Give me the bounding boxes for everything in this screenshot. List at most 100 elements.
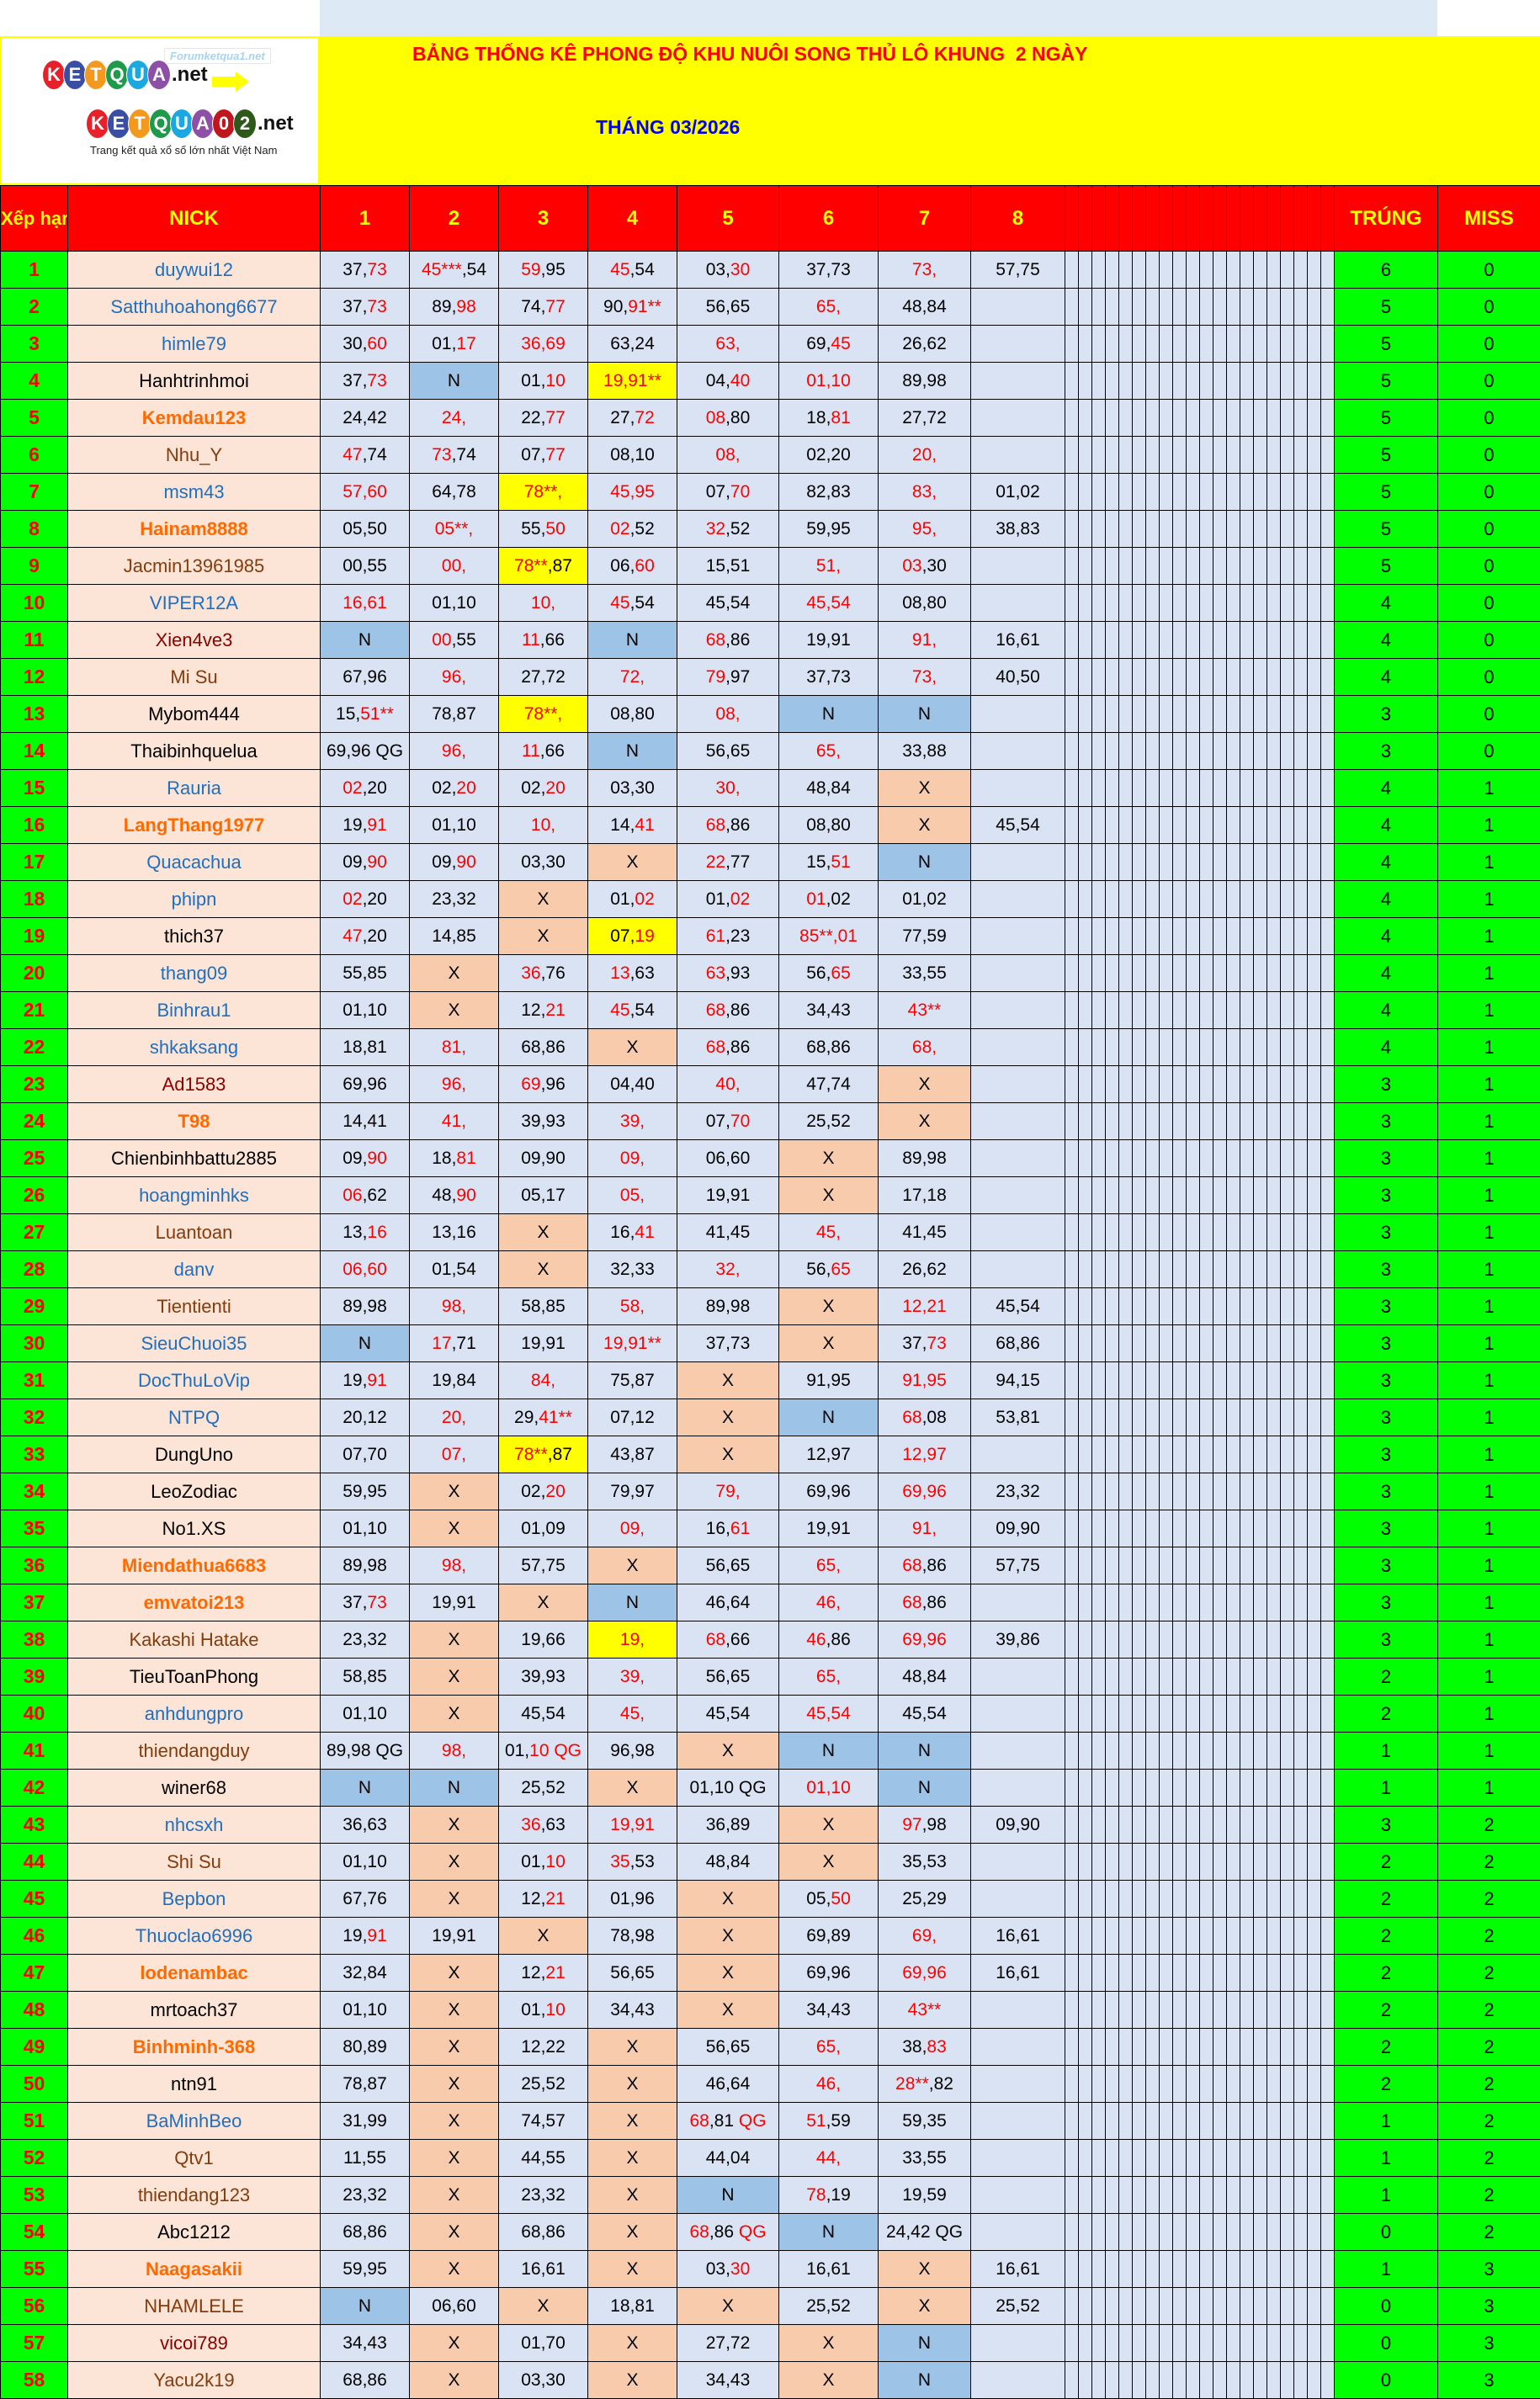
blank-cell [1267,695,1281,733]
table-row[interactable]: 8 Hainam8888 05,50 05**, 55,50 02,52 32,52 59,9… [0,510,1540,548]
blank-cell [1091,2102,1106,2140]
hit-number: 10, [530,815,556,835]
table-row[interactable]: 51 BaMinhBeo 31,99 X 74,57 X 68,81 QG 51,59 59,3… [0,2102,1540,2140]
hit-count: 1 [1334,2102,1438,2140]
table-row[interactable]: 18 phipn 02,20 23,32 X 01,02 01,02 01,02 01,02 4 1 [0,880,1540,918]
blank-cell [1172,251,1187,289]
table-row[interactable]: 28 danv 06,60 01,54 X 32,33 32, 56,65 26,62 3 1 [0,1250,1540,1288]
blank-cell [1253,621,1267,659]
table-row[interactable]: 35 No1.XS 01,10 X 01,09 09, 16,61 19,91 91, 09,90… [0,1510,1540,1547]
number: N [358,629,372,650]
table-row[interactable]: 17 Quacachua 09,90 09,90 03,30 X 22,77 15,51 N 4 1 [0,843,1540,881]
table-row[interactable]: 25 Chienbinhbattu2885 09,90 18,81 09,90 09, 06… [0,1139,1540,1177]
number: 48,84 [705,1851,751,1871]
table-row[interactable]: 2 Satthuhoahong6677 37,73 89,98 74,77 90,91**… [0,288,1540,326]
table-row[interactable]: 49 Binhminh-368 80,89 X 12,22 X 56,65 65, 38,83 2… [0,2028,1540,2066]
table-row[interactable]: 10 VIPER12A 16,61 01,10 10, 45,54 45,54 45,54 08… [0,584,1540,622]
table-row[interactable]: 53 thiendang123 23,32 X 23,32 X N 78,19 19,59 1 2 [0,2176,1540,2214]
hit-number: 73 [432,444,452,464]
nick-cell: nhcsxh [67,1806,321,1844]
table-row[interactable]: 9 Jacmin13961985 00,55 00, 78**,87 06,60 15,51… [0,547,1540,585]
table-row[interactable]: 23 Ad1583 69,96 96, 69,96 04,40 40, 47,74 X 3 1 [0,1065,1540,1103]
table-row[interactable]: 54 Abc1212 68,86 X 68,86 X 68,86 QG N 24,42 QG 0 2 [0,2213,1540,2251]
blank-cell [1065,732,1079,770]
table-row[interactable]: 22 shkaksang 18,81 81, 68,86 X 68,86 68,86 68, 4 1 [0,1028,1540,1066]
day-cell: N [409,1769,499,1807]
table-row[interactable]: 55 Naagasakii 59,95 X 16,61 X 03,30 16,61 X 16,61… [0,2250,1540,2288]
day-cell: 51,59 [778,2102,879,2140]
table-row[interactable]: 38 Kakashi Hatake 23,32 X 19,66 19, 68,66 46,86… [0,1621,1540,1659]
table-row[interactable]: 46 Thuoclao6996 19,91 19,91 X 78,98 X 69,89 69, 1… [0,1917,1540,1955]
table-row[interactable]: 34 LeoZodiac 59,95 X 02,20 79,97 79, 69,96 69,96… [0,1473,1540,1510]
table-row[interactable]: 56 NHAMLELE N 06,60 X 18,81 X 25,52 X 25,52 0 3 [0,2287,1540,2325]
blank-cell [1172,1806,1187,1844]
table-row[interactable]: 12 Mi Su 67,96 96, 27,72 72, 79,97 37,73 73, 40,5… [0,658,1540,696]
table-row[interactable]: 27 Luantoan 13,16 13,16 X 16,41 41,45 45, 41,45 3… [0,1213,1540,1251]
table-row[interactable]: 37 emvatoi213 37,73 19,91 X N 46,64 46, 68,86 3 1 [0,1584,1540,1621]
number: X [448,2370,460,2390]
table-row[interactable]: 45 Bepbon 67,76 X 12,21 01,96 X 05,50 25,29 2 2 [0,1880,1540,1918]
table-row[interactable]: 40 anhdungpro 01,10 X 45,54 45, 45,54 45,54 45,5… [0,1695,1540,1733]
table-row[interactable]: 20 thang09 55,85 X 36,76 13,63 63,93 56,65 33,55… [0,954,1540,992]
table-row[interactable]: 32 NTPQ 20,12 20, 29,41** 07,12 X N 68,08 53,81 3 1 [0,1399,1540,1436]
forum-link[interactable]: Forumketqua1.net [164,48,271,64]
table-row[interactable]: 57 vicoi789 34,43 X 01,70 X 27,72 X N 0 3 [0,2324,1540,2362]
table-row[interactable]: 29 Tientienti 89,98 98, 58,85 58, 89,98 X 12,21 4… [0,1287,1540,1325]
day-cell: 37,73 [778,251,879,289]
blank-cell [1213,2213,1227,2251]
day-cell: 48,84 [878,1658,971,1696]
day-cell: 89,98 [878,362,971,400]
table-row[interactable]: 13 Mybom444 15,51** 78,87 78**, 08,80 08, N N 3 0 [0,695,1540,733]
table-row[interactable]: 4 Hanhtrinhmoi 37,73 N 01,10 19,91** 04,40 01,1… [0,362,1540,400]
day-cell [970,1028,1065,1066]
number: 79,97 [610,1481,655,1501]
table-row[interactable]: 19 thich37 47,20 14,85 X 07,19 61,23 85**,01 77,… [0,917,1540,955]
table-row[interactable]: 21 Binhrau1 01,10 X 12,21 45,54 68,86 34,43 43**… [0,991,1540,1029]
day-cell: 15,51 [778,843,879,881]
blank-cell [1132,2213,1146,2251]
table-row[interactable]: 1 duywui12 37,73 45***,54 59,95 45,54 03,30 37,… [0,251,1540,289]
table-row[interactable]: 36 Miendathua6683 89,98 98, 57,75 X 56,65 65, 68… [0,1547,1540,1584]
table-row[interactable]: 26 hoangminhks 06,62 48,90 05,17 05, 19,91 X 17,… [0,1176,1540,1214]
table-row[interactable]: 16 LangThang1977 19,91 01,10 10, 14,41 68,86 08… [0,806,1540,844]
blank-cell [1118,362,1133,400]
hit-number: 68 [705,1629,726,1649]
table-row[interactable]: 14 Thaibinhquelua 69,96 QG 96, 11,66 N 56,65 65… [0,732,1540,770]
blank-cell [1065,769,1079,807]
header-blank [1118,185,1133,252]
table-row[interactable]: 43 nhcsxh 36,63 X 36,63 19,91 36,89 X 97,98 09,90… [0,1806,1540,1844]
blank-cell [1240,1732,1254,1770]
table-row[interactable]: 44 Shi Su 01,10 X 01,10 35,53 48,84 X 35,53 2 2 [0,1843,1540,1881]
rank-cell: 18 [0,880,68,918]
number: ,86 [826,1629,851,1649]
day-cell: X [587,2139,677,2177]
blank-cell [1240,1250,1254,1288]
blank-cell [1132,1102,1146,1140]
table-row[interactable]: 7 msm43 57,60 64,78 78**, 45,95 07,70 82,83 83, 0… [0,473,1540,511]
table-row[interactable]: 30 SieuChuoi35 N 17,71 19,91 19,91** 37,73 X 37,… [0,1324,1540,1362]
table-row[interactable]: 3 himle79 30,60 01,17 36,69 63,24 63, 69,45 26,6… [0,325,1540,363]
table-row[interactable]: 15 Rauria 02,20 02,20 02,20 03,30 30, 48,84 X 4 1 [0,769,1540,807]
table-row[interactable]: 42 winer68 N N 25,52 X 01,10 QG 01,10 N 1 1 [0,1769,1540,1807]
table-row[interactable]: 48 mrtoach37 01,10 X 01,10 34,43 X 34,43 43** 2 2 [0,1991,1540,2029]
table-row[interactable]: 47 lodenambac 32,84 X 12,21 56,65 X 69,96 69,96 1… [0,1954,1540,1992]
header-day-3: 3 [498,185,588,252]
table-row[interactable]: 31 DocThuLoVip 19,91 19,84 84, 75,87 X 91,95 91,… [0,1361,1540,1399]
blank-cell [1065,1361,1079,1399]
table-row[interactable]: 39 TieuToanPhong 58,85 X 39,93 39, 56,65 65, 48,… [0,1658,1540,1696]
blank-cell [1307,1213,1321,1251]
blank-cell [1199,2065,1213,2103]
table-row[interactable]: 58 Yacu2k19 68,86 X 03,30 X 34,43 X N 0 3 [0,2361,1540,2399]
table-row[interactable]: 50 ntn91 78,87 X 25,52 X 46,64 46, 28**,82 2 2 [0,2065,1540,2103]
table-row[interactable]: 52 Qtv1 11,55 X 44,55 X 44,04 44, 33,55 1 2 [0,2139,1540,2177]
table-row[interactable]: 11 Xien4ve3 N 00,55 11,66 N 68,86 19,91 91, 16,61… [0,621,1540,659]
blank-cell [1267,1917,1281,1955]
table-row[interactable]: 41 thiendangduy 89,98 QG 98, 01,10 QG 96,98 X N… [0,1732,1540,1770]
table-row[interactable]: 24 T98 14,41 41, 39,93 39, 07,70 25,52 X 3 1 [0,1102,1540,1140]
table-row[interactable]: 33 DungUno 07,70 07, 78**,87 43,87 X 12,97 12,97… [0,1436,1540,1473]
number: X [537,1222,550,1242]
table-row[interactable]: 6 Nhu_Y 47,74 73,74 07,77 08,10 08, 02,20 20, 5 0 [0,436,1540,474]
blank-cell [1320,1399,1335,1436]
blank-cell [1186,1917,1200,1955]
table-row[interactable]: 5 Kemdau123 24,42 24, 22,77 27,72 08,80 18,81 27… [0,399,1540,437]
